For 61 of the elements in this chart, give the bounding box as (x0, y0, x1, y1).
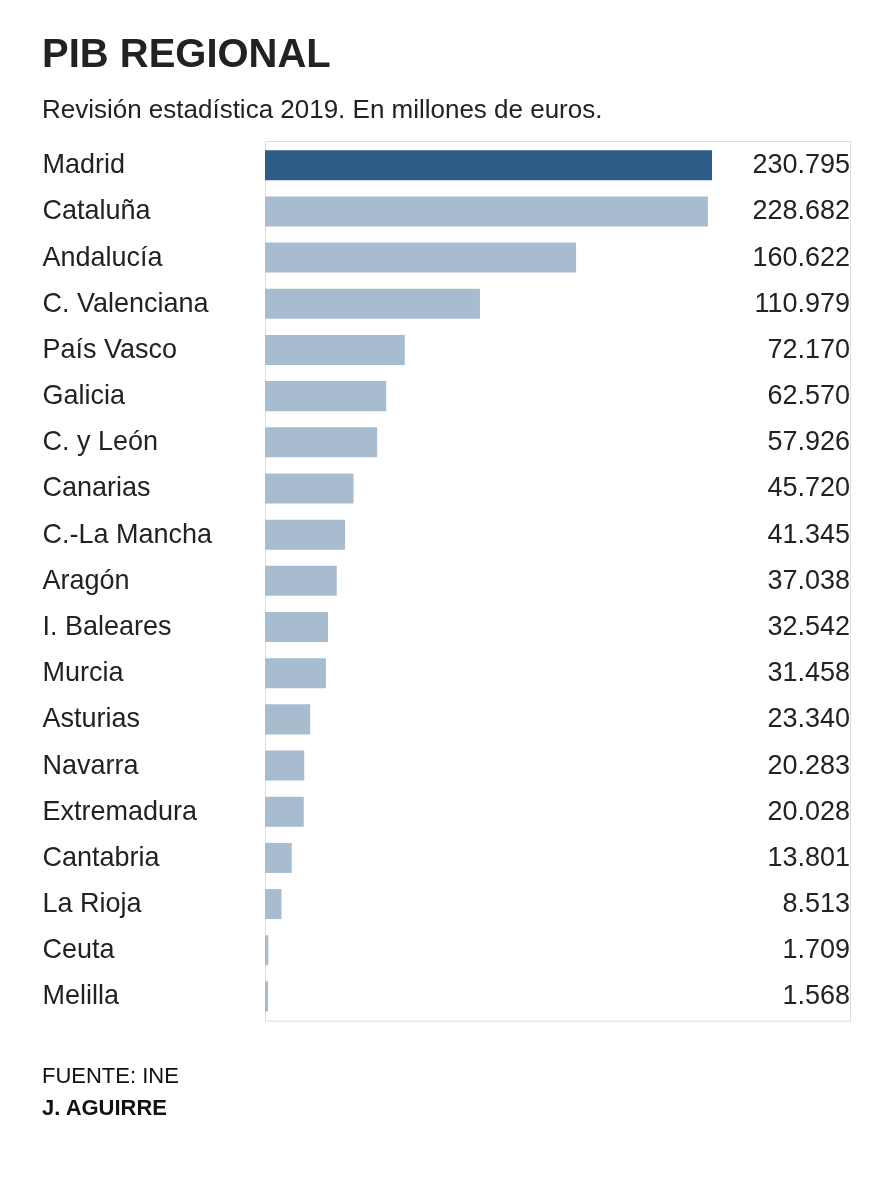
bar (265, 381, 387, 412)
y-tick-label: Ceuta (42, 934, 115, 965)
bar (265, 427, 378, 458)
y-tick-label: Canarias (42, 472, 151, 503)
bar (265, 288, 480, 319)
y-tick-label: Aragón (42, 564, 130, 595)
data-label: 62.570 (767, 380, 850, 411)
data-label: 230.795 (752, 149, 850, 180)
y-tick-label: Extremadura (42, 795, 197, 826)
bar (265, 565, 337, 596)
data-label: 160.622 (752, 241, 850, 272)
y-tick-label: Asturias (42, 703, 140, 734)
bar (265, 935, 269, 966)
data-label: 20.028 (767, 795, 850, 826)
bar (265, 889, 282, 920)
data-label: 13.801 (767, 841, 850, 872)
bar (265, 612, 329, 643)
text: J. AGUIRRE (42, 1094, 168, 1120)
bar (265, 796, 304, 827)
bar (265, 473, 354, 504)
bar (265, 750, 305, 781)
data-label: 110.979 (754, 287, 850, 318)
y-tick-label: C. y León (42, 426, 159, 457)
bar (265, 242, 577, 273)
y-tick-label: La Rioja (42, 888, 142, 919)
data-label: 31.458 (767, 657, 850, 688)
bar (265, 334, 405, 365)
chart-subtitle: Revisión estadística 2019. En millones de euros. (42, 94, 603, 124)
y-tick-label: Cantabria (42, 841, 160, 872)
y-tick-label: Melilla (42, 980, 119, 1011)
y-tick-label: País Vasco (42, 333, 177, 364)
y-tick-label: Galicia (42, 380, 125, 411)
data-label: 72.170 (767, 333, 850, 364)
y-tick-label: Madrid (42, 149, 125, 180)
bar (265, 842, 292, 873)
data-label: 57.926 (767, 426, 850, 457)
bar (265, 658, 326, 689)
data-label: 32.542 (767, 611, 850, 642)
bar (265, 981, 269, 1012)
data-label: 228.682 (752, 195, 850, 226)
bar (265, 196, 708, 227)
y-tick-label: Murcia (42, 657, 124, 688)
data-label: 20.283 (767, 749, 850, 780)
data-label: 23.340 (767, 703, 850, 734)
data-label: 1.568 (782, 980, 850, 1011)
y-tick-label: Cataluña (42, 195, 151, 226)
y-tick-label: C. Valenciana (42, 287, 209, 318)
data-label: 45.720 (767, 472, 850, 503)
y-tick-label: Andalucía (42, 241, 163, 272)
y-tick-label: C.-La Mancha (42, 518, 212, 549)
data-label: 1.709 (782, 934, 850, 965)
chart-title: PIB REGIONAL (42, 31, 331, 75)
bar (265, 704, 311, 735)
bar (265, 150, 712, 181)
y-tick-label: I. Baleares (42, 611, 172, 642)
bar (265, 519, 346, 550)
source-note: FUENTE: INE (42, 1062, 179, 1088)
y-tick-label: Navarra (42, 749, 139, 780)
data-label: 37.038 (767, 564, 850, 595)
data-label: 8.513 (782, 888, 850, 919)
data-label: 41.345 (767, 518, 850, 549)
